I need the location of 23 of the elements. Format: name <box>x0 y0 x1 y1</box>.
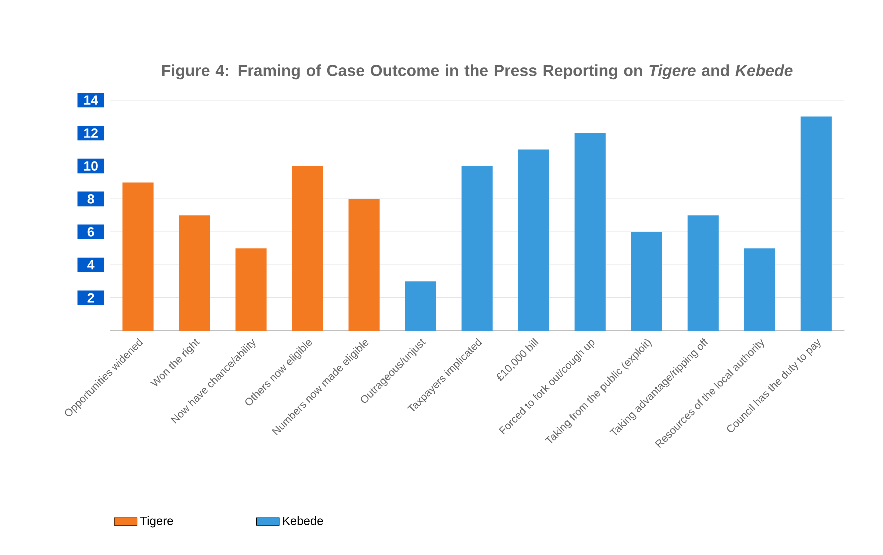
bar <box>800 116 832 331</box>
bar <box>405 282 436 331</box>
bar <box>122 182 154 331</box>
y-tick-label: 6 <box>88 227 94 237</box>
bar <box>574 133 606 331</box>
chart-title: Figure 4: Framing of Case Outcome in the Press Reporting on Tigere and Kebede <box>162 64 793 80</box>
y-tick-label: 8 <box>88 194 94 204</box>
legend-label: Tigere <box>140 516 174 528</box>
y-tick-label: 12 <box>84 128 98 138</box>
bar <box>236 248 267 331</box>
bar <box>462 166 493 331</box>
bar <box>688 216 719 331</box>
bar <box>348 199 380 331</box>
y-tick-label: 14 <box>84 96 98 105</box>
bar <box>179 216 210 331</box>
y-tick-label: 4 <box>88 260 95 270</box>
legend-label: Kebede <box>283 516 324 526</box>
y-tick-label: 2 <box>88 293 94 303</box>
y-tick-label: 10 <box>84 162 98 171</box>
bar <box>631 232 662 331</box>
bar <box>518 150 550 331</box>
bar <box>292 166 324 331</box>
bar <box>744 248 776 331</box>
